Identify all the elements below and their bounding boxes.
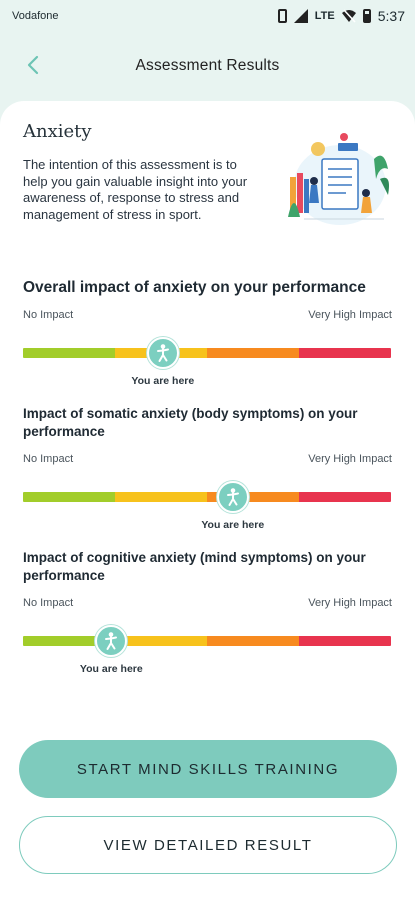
scale-labels: No Impact Very High Impact (23, 309, 392, 321)
you-are-here-label: You are here (201, 519, 265, 531)
scale-segment-moderate (115, 636, 207, 646)
person-icon (226, 488, 239, 506)
scale-segment-high (207, 636, 299, 646)
overall-impact-section: Overall impact of anxiety on your perfor… (23, 277, 392, 387)
vibrate-icon (277, 9, 287, 23)
section-title: Overall impact of anxiety on your perfor… (23, 279, 366, 296)
clock: 5:37 (377, 8, 405, 24)
assessment-title: Anxiety (23, 121, 92, 142)
network-type: LTE (314, 10, 335, 22)
carrier-name: Vodafone (12, 10, 59, 22)
impact-scale: You are here (23, 335, 392, 387)
position-marker (95, 625, 128, 657)
scale-segment-high (207, 348, 299, 358)
scale-segment-low (23, 492, 115, 502)
view-detailed-result-button[interactable]: VIEW DETAILED RESULT (19, 816, 397, 874)
scale-segment-very-high (299, 636, 391, 646)
chevron-left-icon (27, 55, 39, 75)
position-marker (146, 337, 179, 369)
scale-segment-low (23, 348, 115, 358)
section-title: Impact of cognitive anxiety (mind sympto… (23, 550, 366, 583)
impact-bar (23, 348, 391, 358)
back-button[interactable] (18, 50, 48, 80)
scale-segment-moderate (115, 492, 207, 502)
scale-low-label: No Impact (23, 597, 74, 609)
app-header: Assessment Results (0, 38, 415, 94)
scale-segment-low (23, 636, 115, 646)
scale-segment-very-high (299, 492, 391, 502)
status-bar: Vodafone LTE 5:37 (0, 0, 415, 32)
impact-scale: You are here (23, 479, 392, 531)
start-training-button[interactable]: START MIND SKILLS TRAINING (19, 740, 397, 798)
position-marker (216, 481, 249, 513)
battery-icon (362, 9, 371, 23)
impact-bar (23, 492, 391, 502)
status-icons: LTE 5:37 (277, 8, 405, 24)
scale-low-label: No Impact (23, 453, 74, 465)
assessment-description: The intention of this assessment is to h… (23, 157, 248, 222)
person-icon (105, 632, 118, 650)
you-are-here-label: You are here (131, 375, 195, 387)
intro-block: Anxiety The intention of this assessment… (23, 101, 392, 263)
assessment-illustration (288, 133, 389, 225)
scale-high-label: Very High Impact (308, 597, 392, 609)
impact-bar (23, 636, 391, 646)
scale-labels: No Impact Very High Impact (23, 597, 392, 609)
impact-scale: You are here (23, 623, 392, 675)
person-icon (156, 344, 169, 362)
wifi-off-icon (341, 9, 356, 23)
cognitive-impact-section: Impact of cognitive anxiety (mind sympto… (23, 549, 392, 675)
scale-low-label: No Impact (23, 309, 74, 321)
section-title: Impact of somatic anxiety (body symptoms… (23, 406, 358, 439)
scale-labels: No Impact Very High Impact (23, 453, 392, 465)
scale-segment-very-high (299, 348, 391, 358)
you-are-here-label: You are here (79, 663, 143, 675)
signal-icon (293, 9, 308, 23)
scale-high-label: Very High Impact (308, 453, 392, 465)
scale-high-label: Very High Impact (308, 309, 392, 321)
somatic-impact-section: Impact of somatic anxiety (body symptoms… (23, 405, 392, 531)
page-title: Assessment Results (135, 57, 280, 74)
scale-segment-high (207, 492, 299, 502)
